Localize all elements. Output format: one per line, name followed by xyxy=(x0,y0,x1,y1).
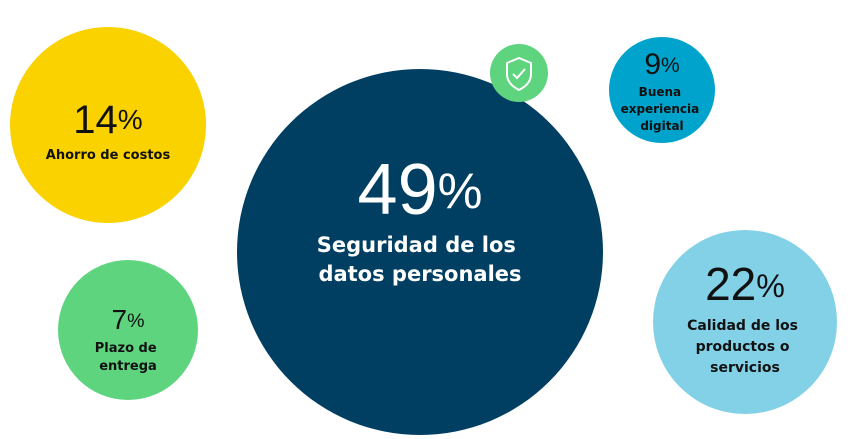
bubbles: 14% Ahorro de costos 49%Seguridad de los d… xyxy=(10,27,837,435)
bubble xyxy=(10,27,206,223)
value-label: 49% xyxy=(358,150,483,230)
value-label: 22% xyxy=(705,258,785,310)
bubble xyxy=(653,230,837,414)
category-label: Buena experiencia digital xyxy=(621,85,704,133)
value-label: 9% xyxy=(644,48,679,81)
shield-badge xyxy=(490,44,548,102)
value-label: 7% xyxy=(111,304,144,335)
bubble xyxy=(237,69,603,435)
category-label: Plazo de entrega xyxy=(95,341,161,374)
bubble xyxy=(58,260,198,400)
bubble xyxy=(609,37,715,143)
value-label: 14% xyxy=(73,98,142,142)
category-label: Seguridad de los datos personales xyxy=(317,233,523,286)
category-label: Ahorro de costos xyxy=(46,148,171,163)
category-label: Calidad de los productos o servicios xyxy=(687,318,803,376)
